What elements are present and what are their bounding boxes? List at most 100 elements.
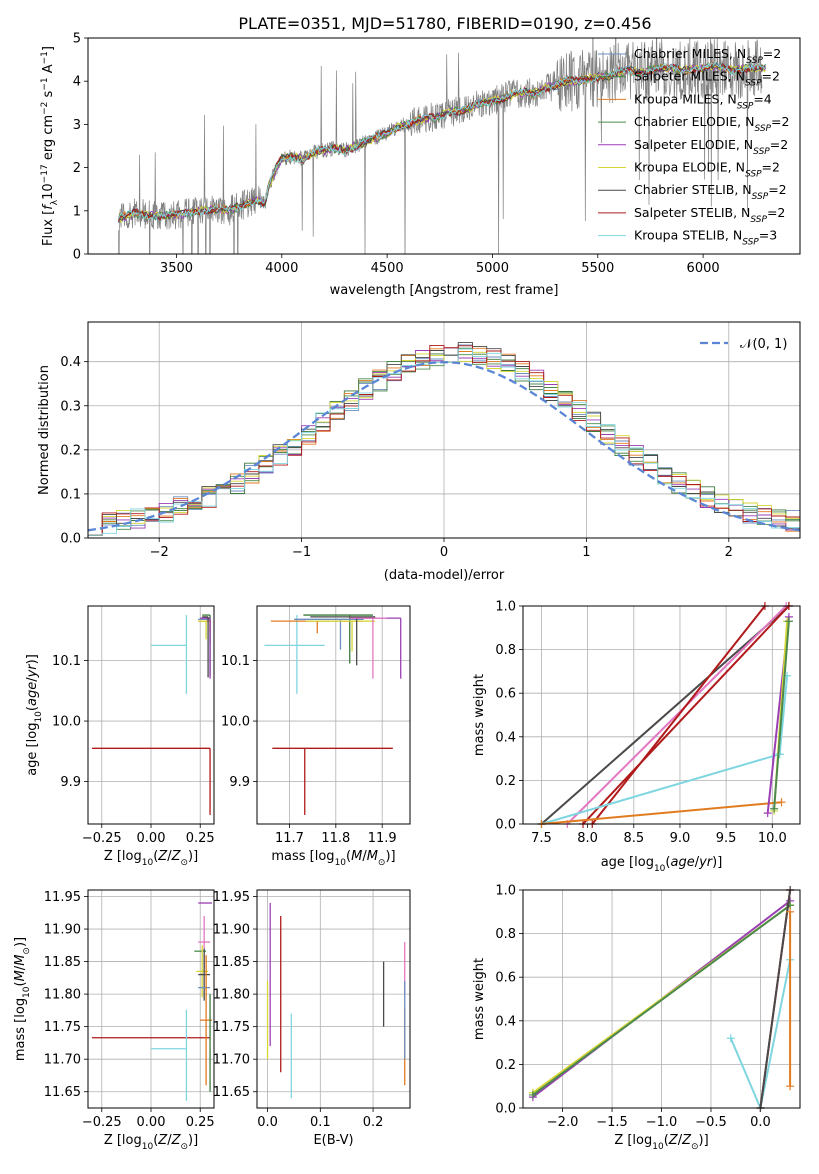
x-tick-label: 11.8 — [321, 831, 350, 846]
x-tick-label: 0.2 — [363, 1115, 384, 1130]
y-tick-label: 0.0 — [495, 818, 516, 833]
series-line — [541, 753, 780, 825]
series-line — [591, 605, 766, 825]
x-axis-label: Z [log10(Z/Z⊙)] — [614, 1133, 708, 1152]
x-tick-label: 6000 — [687, 261, 720, 276]
x-axis-label: (data-model)/error — [384, 568, 505, 583]
y-tick-label: 10.0 — [221, 715, 250, 730]
y-tick-label: 11.90 — [213, 923, 250, 938]
axes-frame — [256, 605, 411, 825]
x-tick-label: −1 — [292, 545, 311, 560]
y-tick-label: 11.75 — [213, 1020, 250, 1035]
axes-frame — [522, 605, 801, 825]
hist-step-chabrier-stelib — [88, 342, 800, 536]
x-axis-label: wavelength [Angstrom, rest frame] — [330, 283, 559, 298]
series-marker — [784, 617, 793, 626]
x-tick-label: −2.0 — [547, 1115, 579, 1130]
axes-frame — [87, 321, 801, 539]
x-tick-label: 0.0 — [257, 1115, 278, 1130]
series-pink — [563, 602, 791, 828]
y-tick-label: 0.0 — [495, 1102, 516, 1117]
series-marker — [763, 809, 772, 818]
y-axis-label: mass weight — [472, 674, 487, 756]
series-salpeter-stelib — [588, 602, 769, 828]
errorbar-point-salpeter-stelib — [91, 747, 211, 815]
x-tick-label: −0.25 — [82, 831, 122, 846]
y-tick-label: 11.80 — [213, 988, 250, 1003]
errorbar-point-chabrier-miles — [294, 618, 364, 650]
errorbar-point-kroupa-stelib — [264, 615, 325, 694]
plot-area — [266, 903, 406, 1099]
plot-area — [91, 902, 213, 1101]
y-tick-label: 3 — [73, 118, 81, 133]
y-axis-label: mass weight — [472, 958, 487, 1040]
y-tick-label: 11.90 — [44, 923, 81, 938]
x-tick-label: 0.25 — [186, 1115, 215, 1130]
errorbar-point-chabrier-stelib — [310, 616, 376, 666]
series-line — [532, 904, 791, 1096]
y-axis-label: mass [log10(M/M⊙)] — [13, 937, 32, 1061]
legend-label: Chabrier STELIB, NSSP=2 — [634, 182, 787, 202]
y-tick-label: 0.3 — [60, 399, 81, 414]
x-tick-label: 4500 — [371, 261, 404, 276]
errorbar-point-chabrier-stelib — [202, 616, 209, 678]
errorbar-point-kroupa-stelib — [151, 1009, 188, 1101]
x-tick-label: 0 — [440, 545, 448, 560]
residuals-plot-area — [88, 342, 800, 536]
errorbar-point-chabrier-stelib — [198, 948, 211, 1001]
hist-step-salpeter-stelib — [88, 344, 800, 536]
axes-frame — [256, 889, 411, 1109]
x-tick-label: −0.5 — [695, 1115, 727, 1130]
y-tick-label: 0.8 — [495, 643, 516, 658]
x-tick-label: 8.0 — [577, 831, 598, 846]
y-tick-label: 0.0 — [60, 532, 81, 547]
y-tick-label: 10.0 — [52, 715, 81, 730]
x-tick-label: 2 — [725, 545, 733, 560]
axes-frame — [87, 37, 801, 255]
series-marker — [775, 750, 784, 759]
series-marker — [786, 907, 795, 916]
x-tick-label: 9.5 — [716, 831, 737, 846]
x-tick-label: 4000 — [265, 261, 298, 276]
plot-area — [264, 614, 402, 815]
y-tick-label: 0.2 — [60, 443, 81, 458]
errorbar-point-kroupa-stelib — [151, 615, 188, 694]
model-line-chabrier-stelib — [118, 62, 766, 223]
age-vs-mass-panel: 11.7 11.8 11.9 9.9 10.0 10.1 mass [log10(M/M⊙)… — [221, 605, 411, 868]
x-tick-label: 11.9 — [368, 831, 397, 846]
series-line — [773, 621, 790, 809]
x-tick-label: 5500 — [581, 261, 614, 276]
mass-vs-Z-panel: −0.25 0.00 0.25 11.65 11.70 11.75 11.80 11.85 11… — [13, 889, 215, 1152]
x-tick-label: 7.5 — [531, 831, 552, 846]
massweight-vs-age-panel: 7.5 8.0 8.5 9.0 9.5 10.0 0.0 0.2 0.4 0.6 0.8 1.0 mas… — [472, 600, 801, 874]
y-tick-label: 0.4 — [495, 730, 516, 745]
axes-frame — [87, 605, 215, 825]
x-tick-label: 9.0 — [670, 831, 691, 846]
x-tick-label: 0.00 — [137, 1115, 166, 1130]
series-line — [582, 605, 790, 825]
y-tick-label: 11.65 — [213, 1085, 250, 1100]
x-axis-label: Z [log10(Z/Z⊙)] — [104, 1133, 198, 1152]
y-tick-label: 0.6 — [495, 687, 516, 702]
series-line — [778, 675, 789, 755]
y-tick-label: 0.2 — [495, 774, 516, 789]
spectrum-legend: Chabrier MILES, NSSP=2 Salpeter MILES, NS… — [598, 46, 789, 248]
mass-vs-EBV-panel: 0.0 0.1 0.2 11.65 11.70 11.75 11.80 11.85 11.90 1… — [213, 889, 411, 1148]
y-tick-label: 0.4 — [60, 355, 81, 370]
series-chabrier-stelib — [537, 602, 793, 828]
series-line — [759, 889, 792, 1109]
legend-label: Chabrier MILES, NSSP=2 — [634, 46, 781, 66]
plot-area — [537, 602, 793, 828]
x-tick-label: 0.0 — [750, 1115, 771, 1130]
x-axis-label: E(B-V) — [313, 1133, 353, 1148]
x-tick-label: 11.7 — [275, 831, 304, 846]
y-tick-label: 10.1 — [221, 654, 250, 669]
series-line — [540, 605, 790, 825]
hist-step-kroupa-elodie — [88, 351, 800, 536]
series-line — [566, 605, 787, 825]
y-tick-label: 0.1 — [60, 487, 81, 502]
y-tick-label: 1.0 — [495, 884, 516, 899]
massweight-vs-Z-panel: −2.0 −1.5 −1.0 −0.5 0.0 0.0 0.2 0.4 0.6 0.8 1.0 mas… — [472, 884, 801, 1152]
y-tick-label: 0 — [73, 248, 81, 263]
